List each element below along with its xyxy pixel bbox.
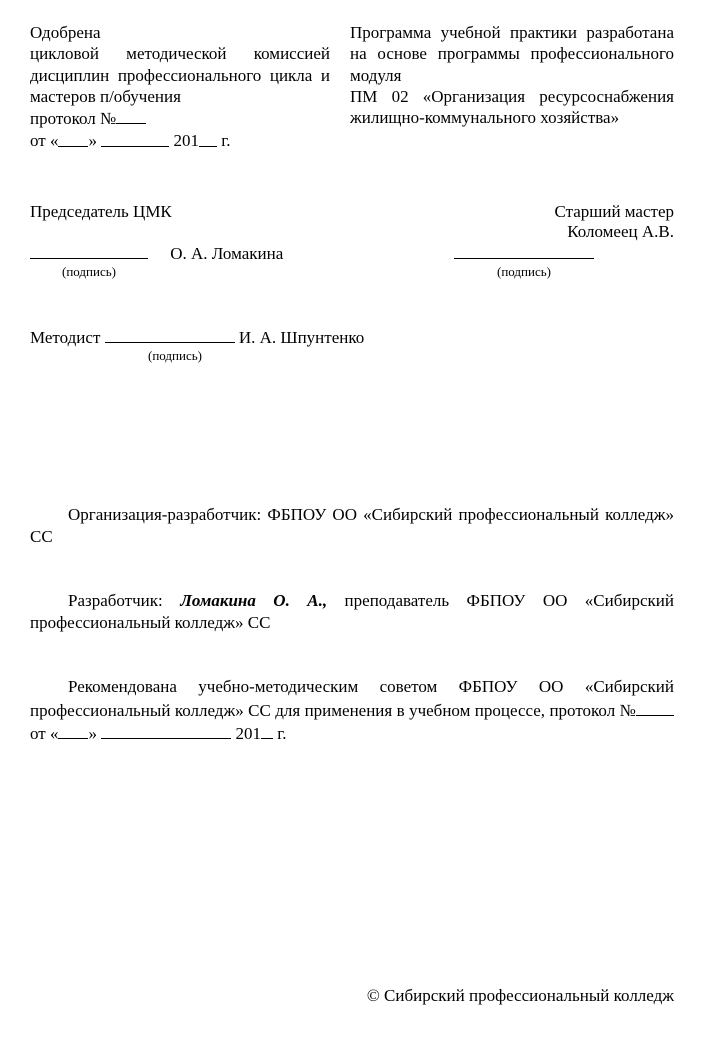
date-year-blank[interactable] xyxy=(199,129,217,146)
protocol-number-blank[interactable] xyxy=(116,107,146,124)
rec-year: 201 xyxy=(231,724,261,743)
protocol-prefix: протокол № xyxy=(30,109,116,128)
date-suffix: г. xyxy=(217,132,231,151)
senior-podpis-label: (подпись) xyxy=(454,264,594,280)
approved-body: цикловой методической комиссией дисципли… xyxy=(30,43,330,107)
dev-prefix: Разработчик: xyxy=(68,591,180,610)
body-text: Организация-разработчик: ФБПОУ ОО «Сибир… xyxy=(30,504,674,745)
rec-month-blank[interactable] xyxy=(101,722,231,739)
rec-mid1: от « xyxy=(30,724,58,743)
header-columns: Одобрена цикловой методической комиссией… xyxy=(30,22,674,152)
rec-mid2: » xyxy=(88,724,101,743)
program-block: Программа учебной практики разработана н… xyxy=(350,22,674,152)
program-line2: ПМ 02 «Организация ресурсоснабжения жили… xyxy=(350,86,674,129)
chair-label: Председатель ЦМК xyxy=(30,202,350,222)
protocol-line: протокол № xyxy=(30,107,330,129)
chair-signature-block: Председатель ЦМК О. А. Ломакина (подпись… xyxy=(30,202,350,280)
date-month-blank[interactable] xyxy=(101,129,169,146)
date-line: от « » 201 г. xyxy=(30,129,330,151)
org-developer: Организация-разработчик: ФБПОУ ОО «Сибир… xyxy=(30,504,674,548)
signatures-row: Председатель ЦМК О. А. Ломакина (подпись… xyxy=(30,202,674,280)
senior-name: Коломеец А.В. xyxy=(414,222,674,242)
dev-name: Ломакина О. А., xyxy=(180,591,327,610)
program-line1: Программа учебной практики разработана н… xyxy=(350,22,674,86)
chair-name: О. А. Ломакина xyxy=(170,244,283,263)
rec-year-blank[interactable] xyxy=(261,722,273,739)
senior-signature-line[interactable] xyxy=(454,242,594,259)
chair-signature-line[interactable] xyxy=(30,242,148,259)
date-year-prefix: 201 xyxy=(169,132,199,151)
rec-day-blank[interactable] xyxy=(58,722,88,739)
methodist-label: Методист xyxy=(30,328,105,347)
approval-block: Одобрена цикловой методической комиссией… xyxy=(30,22,330,152)
developer-line: Разработчик: Ломакина О. А., преподавате… xyxy=(30,590,674,634)
rec-protocol-blank[interactable] xyxy=(636,699,674,716)
date-day-blank[interactable] xyxy=(58,129,88,146)
rec-prefix: Рекомендована учебно-методическим совето… xyxy=(30,677,674,719)
methodist-signature-line[interactable] xyxy=(105,326,235,343)
senior-signature-block: Старший мастер Коломеец А.В. (подпись) xyxy=(414,202,674,280)
rec-suffix: г. xyxy=(273,724,287,743)
copyright: © Сибирский профессиональный колледж xyxy=(367,986,674,1006)
date-mid: » xyxy=(88,132,101,151)
methodist-block: Методист И. А. Шпунтенко (подпись) xyxy=(30,326,674,364)
chair-podpis-label: (подпись) xyxy=(30,264,148,280)
approved-title: Одобрена xyxy=(30,22,330,43)
methodist-name: И. А. Шпунтенко xyxy=(235,328,365,347)
recommended-line: Рекомендована учебно-методическим совето… xyxy=(30,676,674,745)
methodist-podpis-label: (подпись) xyxy=(110,348,240,364)
date-prefix: от « xyxy=(30,132,58,151)
senior-label: Старший мастер xyxy=(414,202,674,222)
